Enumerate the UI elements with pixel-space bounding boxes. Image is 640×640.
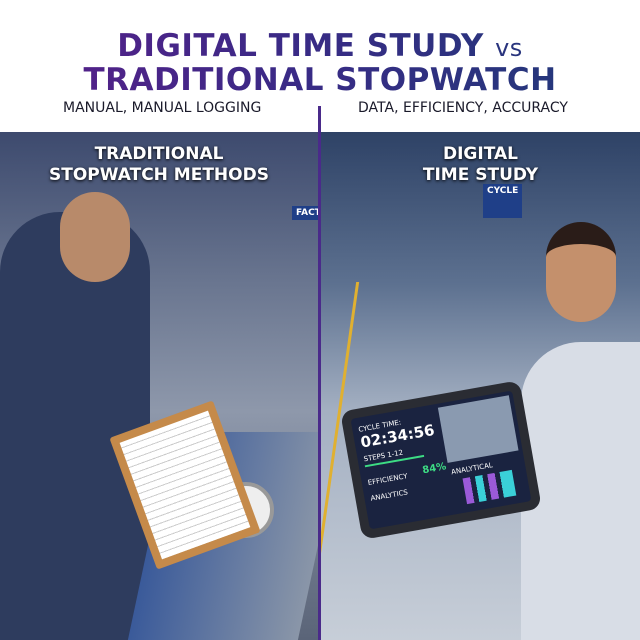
title-text: DIGITAL TIME STUDY xyxy=(117,28,484,64)
factory-sign: FACTORY xyxy=(292,206,318,220)
left-label-line-2: STOPWATCH METHODS xyxy=(49,165,269,185)
video-feed xyxy=(437,395,519,463)
center-divider xyxy=(318,106,321,640)
right-panel-label: DIGITAL TIME STUDY xyxy=(321,144,640,186)
worker-figure xyxy=(0,212,150,640)
worker-head xyxy=(60,192,130,282)
right-label-line-2: TIME STUDY xyxy=(422,165,539,185)
cycle-sign: CYCLE xyxy=(483,184,523,218)
title-vs: vs xyxy=(495,34,523,62)
efficiency-label: EFFICIENCY xyxy=(367,472,409,487)
right-subtitle: DATA, EFFICIENCY, ACCURACY xyxy=(358,100,568,116)
right-label-line-1: DIGITAL xyxy=(443,144,518,164)
efficiency-value: 84% xyxy=(421,461,448,477)
tablet-screen: CYCLE TIME: 02:34:56 STEPS 1-12 EFFICIEN… xyxy=(350,390,532,530)
left-subtitle: MANUAL, MANUAL LOGGING xyxy=(63,100,262,116)
title-line-1: DIGITAL TIME STUDY vs xyxy=(0,28,640,64)
title-line-2: TRADITIONAL STOPWATCH xyxy=(0,62,640,98)
left-panel-label: TRADITIONAL STOPWATCH METHODS xyxy=(0,144,318,186)
analyst-figure xyxy=(521,342,640,640)
bar-chart-widget xyxy=(462,469,517,505)
analyst-head xyxy=(546,222,616,322)
analytics-label: ANALYTICS xyxy=(369,488,409,503)
left-label-line-1: TRADITIONAL xyxy=(94,144,224,164)
